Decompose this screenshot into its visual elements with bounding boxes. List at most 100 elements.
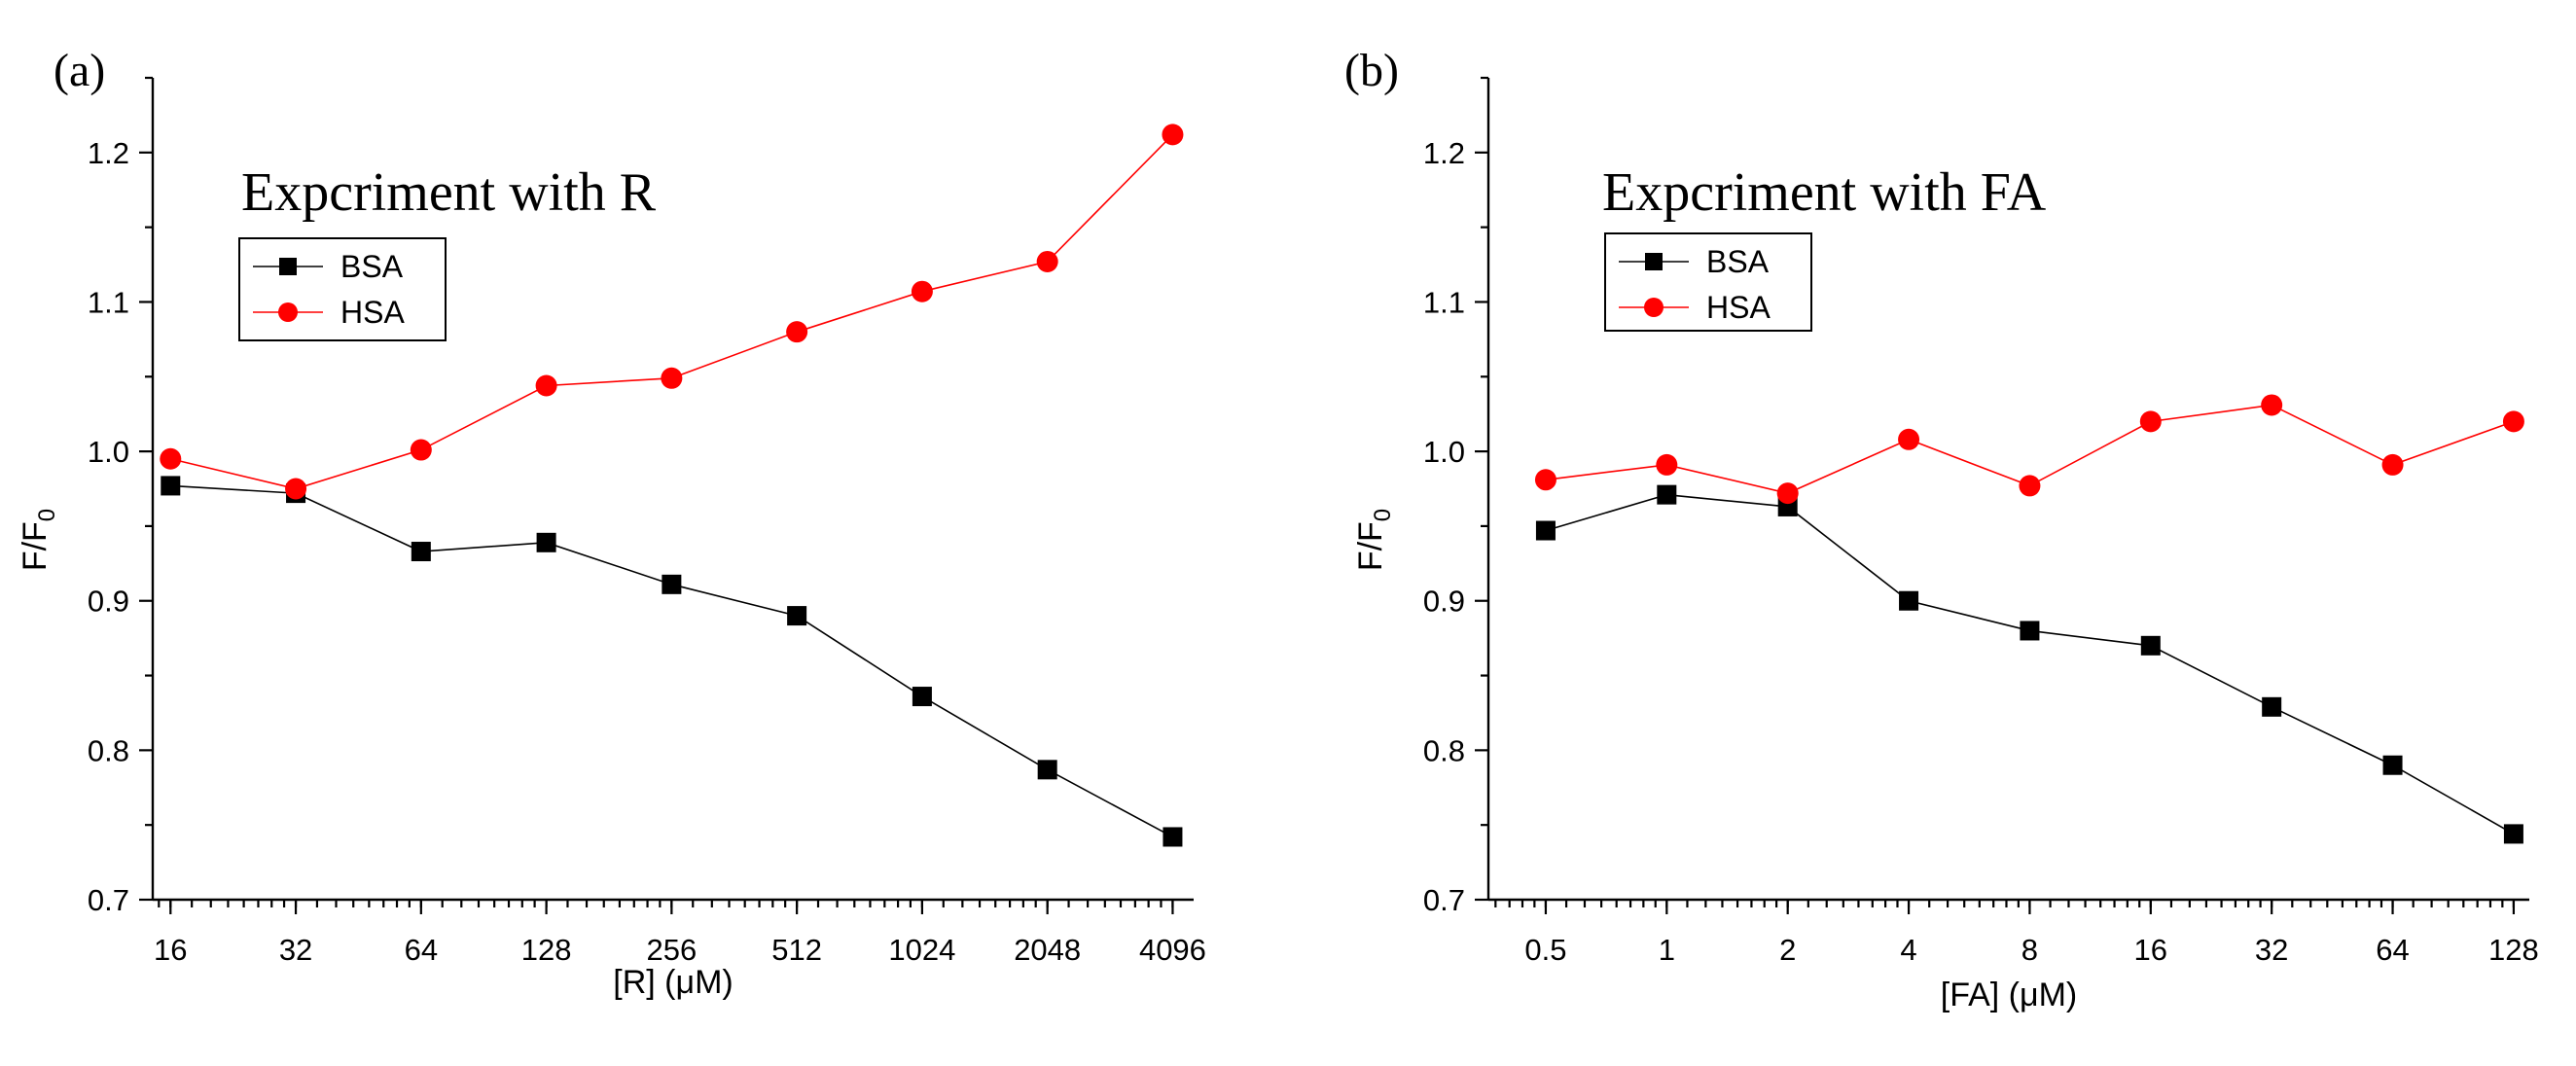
data-point xyxy=(1162,124,1184,146)
legend-label: BSA xyxy=(1706,244,1770,279)
x-tick-label: 2048 xyxy=(1014,933,1081,967)
data-point xyxy=(2139,410,2162,433)
legend-frame xyxy=(1604,232,1812,332)
data-point xyxy=(1898,428,1920,450)
data-point xyxy=(160,447,182,470)
legend-item-bsa: BSA xyxy=(253,249,404,284)
x-tick-label: 2 xyxy=(1779,933,1796,967)
y-tick-label: 0.7 xyxy=(1423,883,1465,917)
series-hsa xyxy=(160,124,1184,500)
x-axis-title: [FA] (μM) xyxy=(1941,977,2077,1013)
x-tick-label: 1 xyxy=(1659,933,1675,967)
y-tick-label: 0.9 xyxy=(88,585,129,619)
data-point xyxy=(410,439,432,461)
data-point xyxy=(285,478,307,500)
y-tick-label: 1.1 xyxy=(1423,285,1465,319)
legend-marker xyxy=(1644,298,1664,317)
data-point xyxy=(2503,824,2523,844)
y-axis-title-main: F/F xyxy=(17,521,54,571)
legend: BSA HSA xyxy=(1604,232,1812,332)
legend: BSA HSA xyxy=(238,237,447,341)
x-tick-label: 64 xyxy=(2376,933,2409,967)
data-point xyxy=(2140,635,2161,656)
data-point xyxy=(1036,250,1058,272)
legend-label: HSA xyxy=(1706,290,1771,325)
data-point xyxy=(411,542,431,562)
legend-marker xyxy=(1645,253,1663,270)
x-axis-title: [R] (μM) xyxy=(613,964,733,1001)
data-point xyxy=(535,374,557,397)
x-tick-label: 16 xyxy=(154,933,187,967)
data-point xyxy=(911,280,933,302)
data-point xyxy=(2502,410,2524,433)
x-tick-label: 64 xyxy=(405,933,438,967)
y-axis-title-subscript: 0 xyxy=(1370,509,1396,521)
x-tick-label: 128 xyxy=(521,933,572,967)
x-tick-label: 128 xyxy=(2488,933,2539,967)
data-point xyxy=(662,574,682,594)
series-hsa xyxy=(1534,394,2524,505)
legend-item-hsa: HSA xyxy=(253,295,405,330)
chart-title: Expcriment with FA xyxy=(1602,162,2047,223)
series-line xyxy=(170,484,1173,838)
legend-marker xyxy=(278,302,298,322)
data-point xyxy=(2382,755,2403,775)
panel-b: 0.7 0.8 0.9 1.0 1.1 1.2 0.5 1 2 4 8 16 32 64 128 [FA] (… xyxy=(1344,45,2539,1013)
x-tick-label: 32 xyxy=(279,933,312,967)
x-tick-label: 16 xyxy=(2134,933,2167,967)
y-tick-label: 0.8 xyxy=(88,733,129,767)
chart-title: Expcriment with R xyxy=(241,162,657,223)
data-point xyxy=(661,367,683,389)
x-tick-label: 4096 xyxy=(1139,933,1206,967)
data-point xyxy=(1037,760,1057,780)
y-tick-label: 1.2 xyxy=(88,136,129,170)
data-point xyxy=(912,687,932,707)
data-point xyxy=(161,476,181,496)
data-point xyxy=(1899,590,1919,611)
panel-a: 0.7 0.8 0.9 1.0 1.1 1.2 16 32 64 128 256 512 1024 204… xyxy=(17,45,1206,1001)
legend-frame xyxy=(238,237,447,341)
y-tick-label: 0.9 xyxy=(1423,585,1465,619)
y-axis-title-main: F/F xyxy=(1352,521,1389,571)
data-point xyxy=(786,321,808,343)
data-point xyxy=(536,532,556,552)
data-point xyxy=(1656,453,1678,476)
x-tick-label: 8 xyxy=(2021,933,2038,967)
legend-label: HSA xyxy=(340,295,405,330)
data-point xyxy=(1163,827,1183,847)
data-point xyxy=(787,606,807,626)
data-point xyxy=(1535,520,1556,541)
x-tick-label: 1024 xyxy=(888,933,955,967)
y-axis-title: F/F0 xyxy=(17,509,60,571)
data-point xyxy=(2262,696,2282,717)
legend-label: BSA xyxy=(340,249,404,284)
x-tick-label: 256 xyxy=(646,933,697,967)
data-point xyxy=(1776,482,1799,505)
y-axis-title-subscript: 0 xyxy=(34,509,60,521)
legend-item-hsa: HSA xyxy=(1619,290,1771,325)
y-tick-label: 1.2 xyxy=(1423,136,1465,170)
data-point xyxy=(1657,484,1677,505)
x-tick-label: 0.5 xyxy=(1524,933,1566,967)
y-axis-title: F/F0 xyxy=(1352,509,1396,571)
series-bsa xyxy=(161,476,1183,847)
data-point xyxy=(1534,469,1556,491)
y-tick-label: 0.7 xyxy=(88,883,129,917)
legend-item-bsa: BSA xyxy=(1619,244,1770,279)
x-tick-label: 4 xyxy=(1900,933,1916,967)
y-tick-label: 0.8 xyxy=(1423,733,1465,767)
data-point xyxy=(2020,621,2040,641)
legend-marker xyxy=(279,258,297,275)
data-point xyxy=(2261,394,2283,416)
y-tick-label: 1.0 xyxy=(88,435,129,469)
series-line xyxy=(1545,493,2515,835)
y-tick-label: 1.0 xyxy=(1423,435,1465,469)
x-tick-label: 512 xyxy=(771,933,822,967)
y-tick-label: 1.1 xyxy=(88,285,129,319)
data-point xyxy=(2019,475,2041,497)
series-bsa xyxy=(1535,484,2523,844)
data-point xyxy=(2381,453,2404,476)
x-tick-label: 32 xyxy=(2255,933,2288,967)
panel-label: (b) xyxy=(1344,45,1399,96)
